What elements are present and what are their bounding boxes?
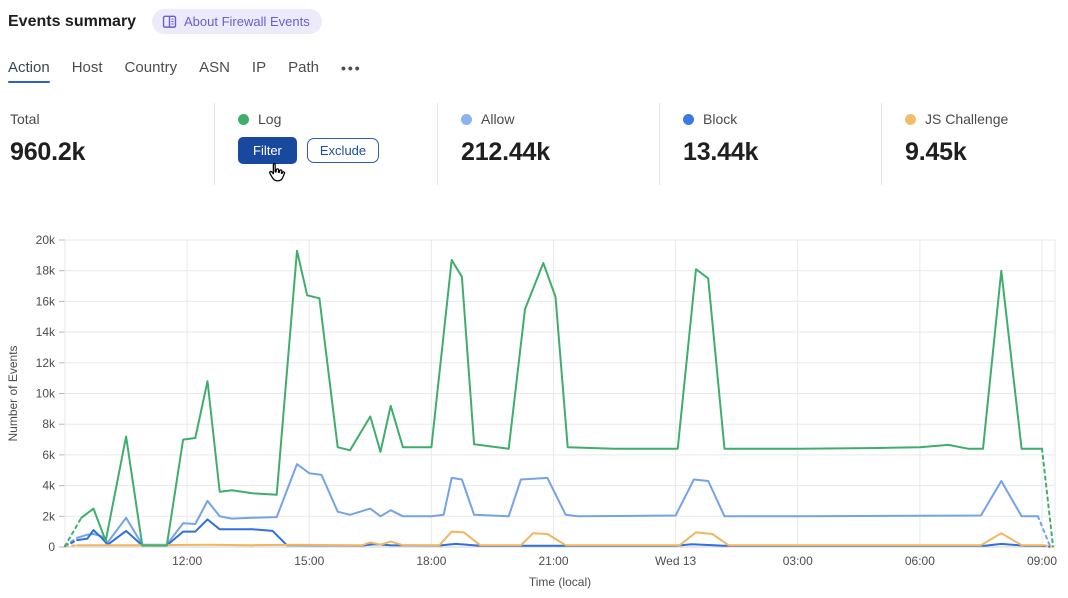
- series-js-challenge-dashed-start: [64, 544, 79, 548]
- exclude-button[interactable]: Exclude: [306, 138, 380, 163]
- x-tick-label: 12:00: [172, 554, 202, 568]
- series-js-challenge-dashed-end: [1043, 544, 1054, 548]
- tab-asn[interactable]: ASN: [199, 59, 230, 76]
- book-open-icon: [162, 15, 177, 29]
- filter-button[interactable]: Filter: [238, 137, 297, 164]
- stat-allow-value: 212.44k: [461, 138, 550, 166]
- log-legend-dot: [238, 113, 249, 125]
- tabs-overflow-ellipsis-icon[interactable]: •••: [340, 59, 362, 76]
- stat-block-label: Block: [703, 111, 738, 127]
- series-allow-line: [76, 463, 1039, 546]
- y-tick-label: 0: [48, 540, 55, 554]
- page-title: Events summary: [8, 13, 137, 30]
- series-block-line: [76, 518, 1043, 547]
- stat-js-challenge-value: 9.45k: [905, 138, 967, 166]
- tab-path[interactable]: Path: [288, 59, 319, 76]
- y-tick-label: 18k: [36, 264, 56, 278]
- y-tick-label: 8k: [42, 417, 56, 431]
- tab-host[interactable]: Host: [71, 59, 103, 76]
- js-challenge-legend-dot: [905, 113, 916, 125]
- x-axis-title: Time (local): [529, 575, 591, 589]
- y-tick-label: 6k: [42, 448, 56, 462]
- stat-block[interactable]: Block 13.44k: [659, 103, 881, 185]
- y-tick-label: 2k: [42, 509, 56, 523]
- stat-js-challenge-label: JS Challenge: [925, 111, 1009, 127]
- x-tick-label: 03:00: [783, 554, 813, 568]
- block-legend-dot: [683, 113, 694, 125]
- stat-allow[interactable]: Allow 212.44k: [437, 103, 659, 185]
- x-tick-label: 09:00: [1027, 554, 1057, 568]
- events-chart: 0 2k 4k 6k 8k 10k 12k 14k 16k 18k 20k 12:00 15:00 18:…: [6, 233, 1057, 589]
- tab-action[interactable]: Action: [8, 59, 50, 83]
- series-log-dashed-start: [64, 516, 83, 548]
- tab-ip[interactable]: IP: [251, 59, 267, 76]
- stat-log[interactable]: Log Filter Exclude: [214, 103, 437, 185]
- stat-total-label: Total: [10, 111, 40, 127]
- x-tick-label: 21:00: [538, 554, 568, 568]
- about-firewall-events-link[interactable]: About Firewall Events: [152, 9, 322, 34]
- stat-total: Total 960.2k: [0, 103, 214, 185]
- stat-js-challenge[interactable]: JS Challenge 9.45k: [881, 103, 1068, 185]
- series-js-challenge-line: [76, 530, 1045, 547]
- y-tick-label: 4k: [42, 479, 56, 493]
- x-tick-label: 15:00: [294, 554, 324, 568]
- stats-row: Total 960.2k Log Filter Exclude Allow 21…: [0, 103, 1068, 185]
- x-tick-label: 18:00: [416, 554, 446, 568]
- series-allow-dashed-end: [1036, 515, 1052, 548]
- tab-country[interactable]: Country: [124, 59, 178, 76]
- group-by-tabs: Action Host Country ASN IP Path •••: [8, 59, 362, 83]
- y-tick-label: 14k: [36, 325, 56, 339]
- series-log-line: [80, 249, 1043, 547]
- stat-log-label: Log: [258, 111, 282, 127]
- x-tick-label: 06:00: [905, 554, 935, 568]
- y-tick-label: 10k: [36, 387, 56, 401]
- y-tick-label: 16k: [36, 294, 56, 308]
- stat-allow-label: Allow: [481, 111, 515, 127]
- y-tick-label: 12k: [36, 356, 56, 370]
- stat-block-value: 13.44k: [683, 138, 759, 166]
- y-axis-title: Number of Events: [6, 345, 20, 441]
- allow-legend-dot: [461, 113, 472, 125]
- series-log-dashed-end: [1041, 447, 1054, 548]
- y-tick-label: 20k: [36, 233, 56, 247]
- about-link-label: About Firewall Events: [184, 14, 310, 29]
- x-tick-label: Wed 13: [655, 554, 696, 568]
- stat-total-value: 960.2k: [10, 138, 86, 166]
